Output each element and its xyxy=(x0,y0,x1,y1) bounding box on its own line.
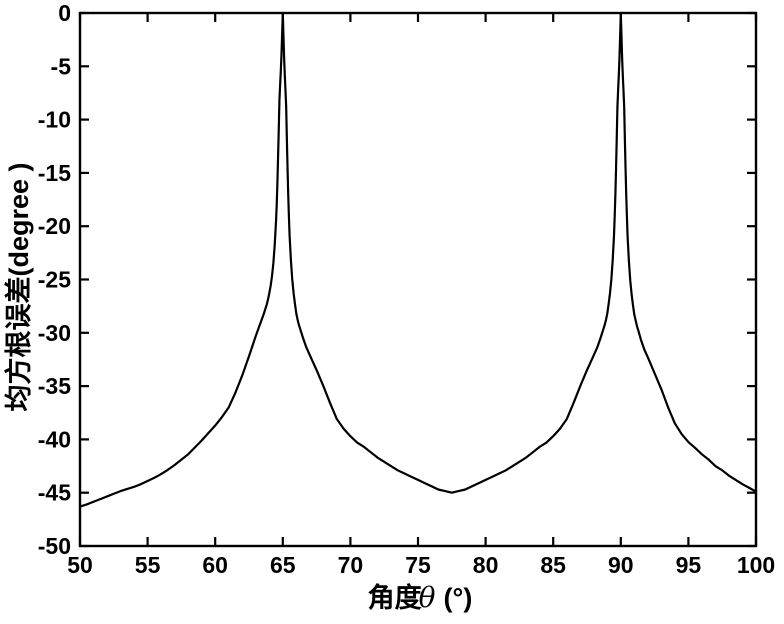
y-tick-label: -10 xyxy=(38,107,71,133)
y-tick-label: -30 xyxy=(38,320,71,346)
x-tick-label: 85 xyxy=(540,552,566,578)
x-tick-label: 60 xyxy=(202,552,228,578)
y-tick-label: -20 xyxy=(38,213,71,239)
y-tick-label: -40 xyxy=(38,426,71,452)
data-curve xyxy=(78,12,758,508)
y-tick-label: -45 xyxy=(38,480,71,506)
x-tick-label: 100 xyxy=(737,552,775,578)
x-tick-label: 55 xyxy=(135,552,161,578)
x-axis-label-text: 角度 xyxy=(368,582,422,613)
x-tick-label: 65 xyxy=(270,552,296,578)
y-axis-label: 均方根误差(degree ) xyxy=(3,162,34,411)
y-tick-label: 0 xyxy=(58,0,71,26)
y-tick-label: -5 xyxy=(51,53,72,79)
y-tick-label: -25 xyxy=(38,267,71,293)
x-axis-label-theta: θ xyxy=(419,581,436,614)
plot-border xyxy=(78,11,758,548)
x-tick-label: 90 xyxy=(608,552,634,578)
x-tick-label: 95 xyxy=(676,552,702,578)
tick-marks xyxy=(78,11,758,548)
tick-labels: 50 55 60 65 70 75 80 85 90 95 100 0 -5 -10 -15 -20 -25 -3… xyxy=(38,0,775,578)
x-tick-label: 50 xyxy=(67,552,93,578)
x-tick-label: 80 xyxy=(473,552,499,578)
y-tick-label: -50 xyxy=(38,533,71,559)
y-tick-label: -35 xyxy=(38,373,71,399)
x-axis-label-unit: (°) xyxy=(444,583,473,613)
x-tick-label: 75 xyxy=(405,552,431,578)
y-tick-label: -15 xyxy=(38,160,71,186)
x-tick-label: 70 xyxy=(338,552,364,578)
x-axis-label: 角度θ (°) xyxy=(368,581,473,614)
